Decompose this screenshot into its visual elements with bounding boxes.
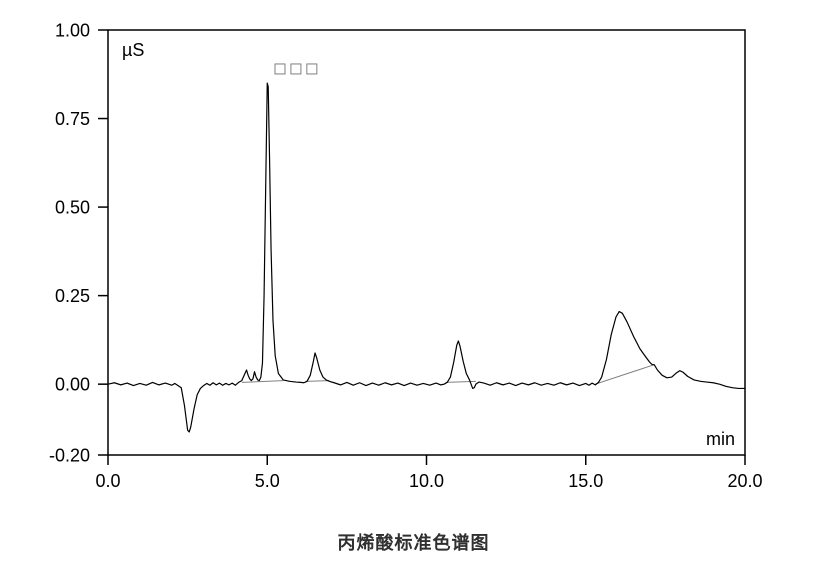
svg-text:0.25: 0.25 <box>55 286 90 306</box>
chromatogram-chart: 0.0 5.0 10.0 15.0 20.0 -0.20 0.00 0.25 0.50 0.75 1… <box>0 0 827 573</box>
svg-text:min: min <box>706 429 735 449</box>
svg-text:0.50: 0.50 <box>55 197 90 217</box>
svg-text:20.0: 20.0 <box>727 471 762 491</box>
svg-text:0.0: 0.0 <box>95 471 120 491</box>
chart-title: 丙烯酸标准色谱图 <box>0 529 827 555</box>
svg-text:0.75: 0.75 <box>55 109 90 129</box>
svg-text:0.00: 0.00 <box>55 374 90 394</box>
svg-text:-0.20: -0.20 <box>49 445 90 465</box>
svg-text:1.00: 1.00 <box>55 20 90 40</box>
svg-text:µS: µS <box>122 40 144 60</box>
svg-text:15.0: 15.0 <box>568 471 603 491</box>
svg-text:10.0: 10.0 <box>409 471 444 491</box>
chart-svg: 0.0 5.0 10.0 15.0 20.0 -0.20 0.00 0.25 0.50 0.75 1… <box>0 0 827 520</box>
svg-text:5.0: 5.0 <box>255 471 280 491</box>
